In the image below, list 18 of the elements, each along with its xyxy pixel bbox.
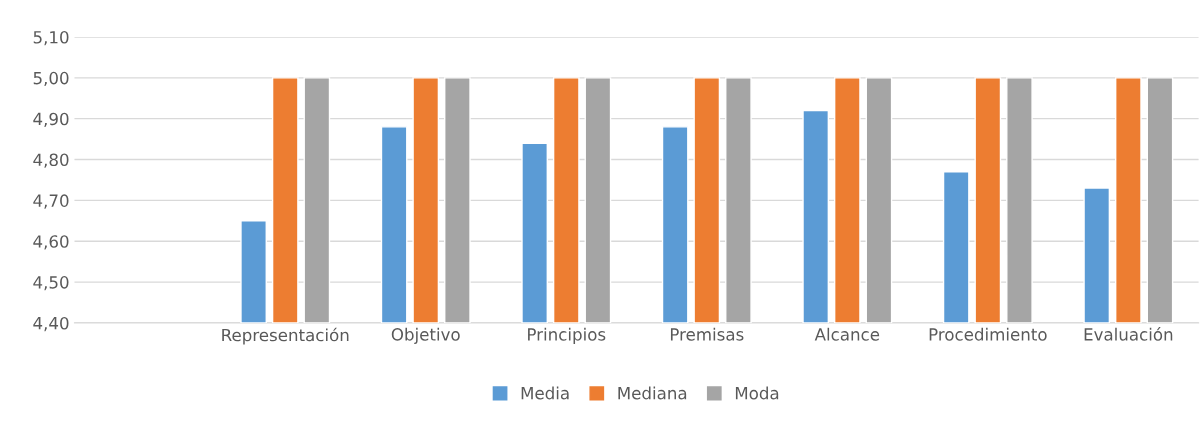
y-tick-label: 4,70	[33, 194, 69, 209]
y-tick-label: 4,40	[33, 316, 69, 332]
legend-label: Moda	[735, 386, 779, 400]
y-tick-label: 4,90	[33, 112, 69, 127]
legend-label: Mediana	[618, 386, 687, 400]
y-tick-label: 5,10	[33, 30, 69, 46]
y-tick-label: 5,00	[33, 71, 69, 87]
y-tick-label: 4,50	[33, 276, 69, 291]
x-tick-label: Objetivo	[391, 327, 460, 344]
x-tick-label: Evaluación	[1084, 327, 1173, 341]
x-tick-label: Premisas	[670, 327, 744, 341]
y-tick-label: 4,60	[33, 235, 69, 250]
legend-label: Media	[521, 386, 569, 400]
x-tick-label: Principios	[528, 327, 606, 344]
y-tick-label: 4,80	[33, 153, 69, 168]
x-tick-label: Representación	[222, 327, 349, 345]
x-tick-label: Procedimiento	[929, 327, 1047, 341]
x-tick-label: Alcance	[814, 327, 880, 341]
